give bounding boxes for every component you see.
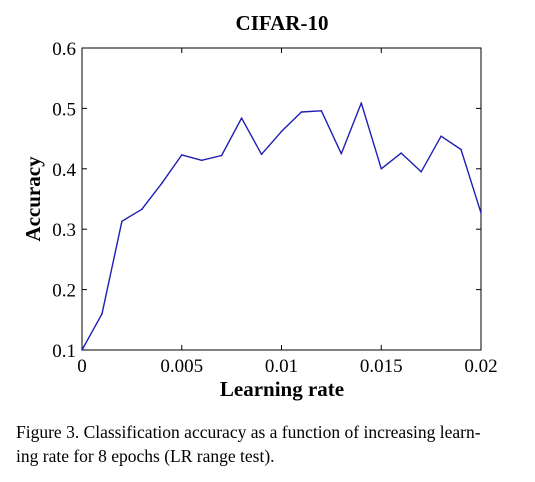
- data-point: [101, 312, 103, 315]
- data-point: [480, 212, 482, 214]
- caption-line-2: ing rate for 8 epochs (LR range test).: [16, 446, 275, 466]
- data-point: [200, 159, 203, 162]
- x-tick-label: 0.015: [360, 356, 403, 377]
- x-tick-label: 0.02: [464, 356, 497, 377]
- data-point: [460, 148, 462, 151]
- y-tick-label: 0.2: [52, 281, 76, 302]
- data-point: [121, 220, 123, 223]
- x-tick-label: 0: [77, 356, 87, 377]
- data-point: [220, 154, 223, 157]
- plot-frame: [81, 47, 482, 351]
- x-axis-label: Learning rate: [220, 377, 344, 401]
- y-axis-label: Accuracy: [21, 156, 45, 242]
- data-point: [180, 154, 183, 156]
- data-point: [320, 110, 323, 112]
- y-tick-label: 0.5: [52, 99, 76, 120]
- y-tick-label: 0.6: [52, 39, 76, 60]
- axis-ticks: 0 0.005 0.01 0.015 0.02 0.1 0.2 0.3 0.4 0.5 0.6: [52, 39, 497, 377]
- chart-title: CIFAR-10: [236, 11, 329, 35]
- accuracy-chart: CIFAR-10 0 0.005 0.01 0.015 0.02 0.1 0.2 0.3 0.4…: [21, 11, 498, 401]
- data-point: [360, 102, 363, 104]
- caption-line-1: Figure 3. Classification accuracy as a f…: [16, 422, 481, 442]
- accuracy-line: [81, 102, 482, 351]
- y-tick-label: 0.3: [52, 220, 76, 241]
- data-point: [141, 208, 143, 211]
- data-point: [440, 135, 442, 137]
- data-point: [240, 117, 243, 119]
- x-tick-label: 0.01: [265, 356, 298, 377]
- data-point: [161, 182, 163, 185]
- figure-caption: Figure 3. Classification accuracy as a f…: [16, 420, 528, 468]
- data-point: [300, 111, 303, 113]
- data-point: [260, 153, 263, 156]
- y-tick-label: 0.1: [52, 341, 76, 362]
- data-point: [280, 130, 283, 133]
- data-point: [420, 171, 422, 173]
- series-layer: [81, 102, 482, 351]
- x-tick-label: 0.005: [160, 356, 203, 377]
- data-point: [380, 168, 383, 170]
- data-point: [400, 152, 403, 154]
- data-point: [340, 152, 343, 155]
- data-point: [81, 349, 83, 351]
- y-tick-label: 0.4: [52, 160, 76, 181]
